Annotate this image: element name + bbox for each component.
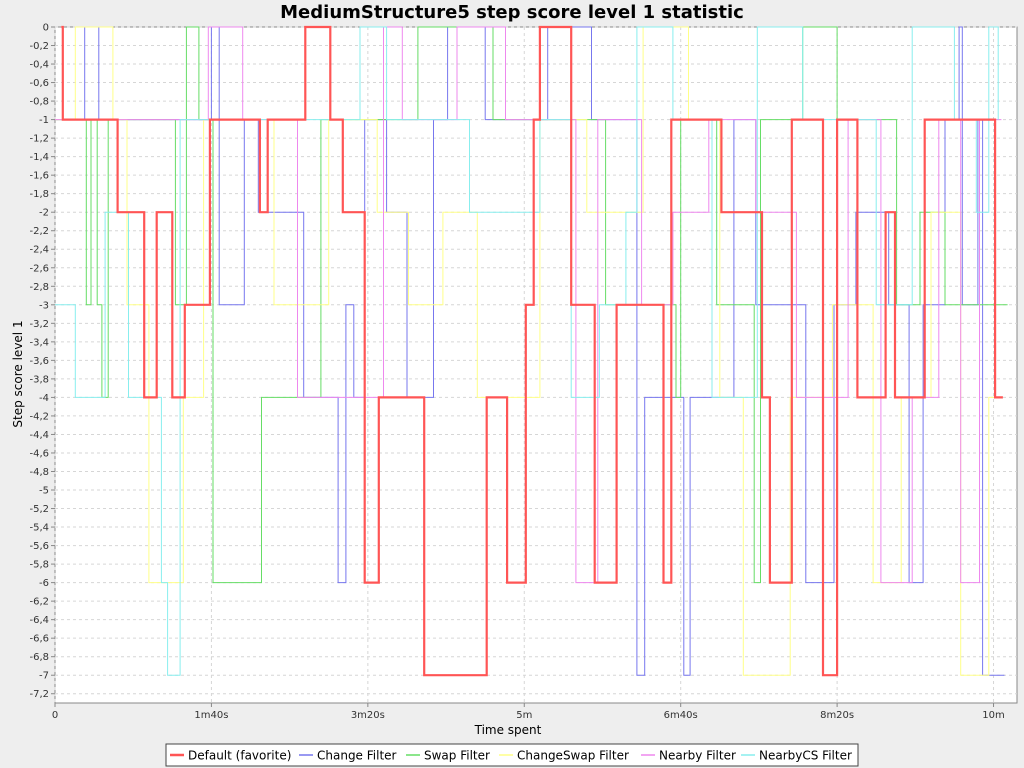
y-axis-label: Step score level 1	[11, 320, 25, 427]
legend-label: Swap Filter	[424, 749, 490, 763]
x-axis-ticks: 0 1m40s 3m20s 5m 6m40s 8m20s 10m	[52, 703, 1005, 721]
y-tick-label: -1,4	[29, 152, 49, 163]
legend-label: Change Filter	[317, 749, 397, 763]
y-tick-label: -3,8	[29, 374, 49, 385]
y-tick-label: -1,6	[29, 171, 49, 182]
series-layer	[55, 25, 1008, 677]
x-tick-label: 5m	[516, 710, 532, 721]
y-tick-label: -2,8	[29, 282, 49, 293]
series-line-0	[61, 25, 1003, 677]
y-tick-label: -3,4	[29, 337, 49, 348]
y-tick-label: -3	[39, 300, 49, 311]
y-tick-label: -4,4	[29, 430, 49, 441]
y-tick-label: -2,2	[29, 226, 49, 237]
y-tick-label: -1,2	[29, 134, 49, 145]
x-tick-label: 8m20s	[820, 710, 854, 721]
x-tick-label: 6m40s	[664, 710, 698, 721]
legend-label: Default (favorite)	[188, 749, 291, 763]
y-tick-label: -0,8	[29, 97, 49, 108]
grid-lines	[54, 26, 1017, 703]
y-tick-label: -7,2	[29, 689, 49, 700]
legend: Default (favorite) Change Filter Swap Filt…	[165, 743, 859, 767]
y-tick-label: -5,4	[29, 523, 49, 534]
y-tick-label: -4	[39, 393, 49, 404]
x-axis-label: Time spent	[474, 723, 542, 737]
series-line-5	[55, 26, 999, 676]
x-tick-label: 0	[52, 710, 58, 721]
y-tick-label: -5,2	[29, 504, 49, 515]
y-tick-label: -4,6	[29, 448, 49, 459]
y-tick-label: -0,6	[29, 78, 49, 89]
y-tick-label: -2,4	[29, 245, 49, 256]
y-tick-label: -5,8	[29, 560, 49, 571]
y-tick-label: -7	[39, 671, 49, 682]
chart-title: MediumStructure5 step score level 1 stat…	[280, 2, 744, 23]
y-tick-label: -6	[39, 578, 49, 589]
y-tick-label: -1,8	[29, 189, 49, 200]
y-tick-label: -6,2	[29, 597, 49, 608]
x-tick-label: 1m40s	[194, 710, 228, 721]
y-tick-label: -6,4	[29, 615, 49, 626]
x-tick-label: 3m20s	[351, 710, 385, 721]
legend-label: NearbyCS Filter	[759, 749, 852, 763]
legend-label: Nearby Filter	[659, 749, 736, 763]
y-tick-label: -1	[39, 115, 49, 126]
x-tick-label: 10m	[982, 710, 1004, 721]
y-tick-label: -4,2	[29, 411, 49, 422]
y-tick-label: -6,8	[29, 652, 49, 663]
legend-label: ChangeSwap Filter	[517, 749, 629, 763]
y-tick-label: -4,8	[29, 467, 49, 478]
y-tick-label: -0,4	[29, 60, 49, 71]
y-tick-label: -5	[39, 486, 49, 497]
y-tick-label: 0	[43, 23, 49, 34]
y-tick-label: -6,6	[29, 634, 49, 645]
y-tick-label: -2	[39, 208, 49, 219]
y-tick-label: -2,6	[29, 263, 49, 274]
y-tick-label: -3,6	[29, 356, 49, 367]
y-tick-label: -0,2	[29, 41, 49, 52]
y-axis-ticks: 0 -0,2 -0,4 -0,6 -0,8 -1 -1,2 -1,4 -1,6 -1,8 -2 -2,…	[29, 23, 55, 700]
y-tick-label: -3,2	[29, 319, 49, 330]
y-tick-label: -5,6	[29, 541, 49, 552]
